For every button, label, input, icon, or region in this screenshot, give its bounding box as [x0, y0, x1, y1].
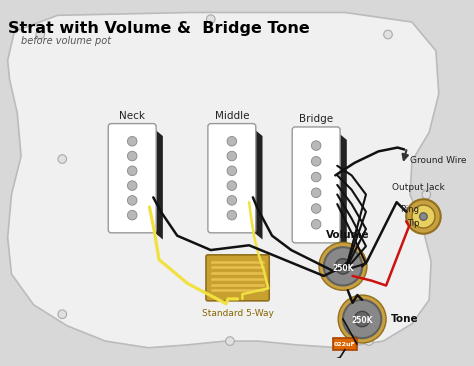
- Circle shape: [343, 300, 381, 338]
- Text: Ring: Ring: [401, 205, 419, 214]
- Circle shape: [227, 166, 237, 176]
- Circle shape: [319, 242, 367, 290]
- Circle shape: [324, 247, 362, 285]
- Polygon shape: [251, 127, 263, 239]
- Circle shape: [311, 188, 321, 198]
- Circle shape: [128, 137, 137, 146]
- Circle shape: [207, 15, 215, 23]
- Circle shape: [412, 205, 435, 228]
- Text: before volume pot: before volume pot: [21, 37, 111, 46]
- Circle shape: [335, 259, 351, 274]
- FancyBboxPatch shape: [108, 124, 156, 233]
- Text: Tip: Tip: [407, 219, 419, 228]
- Circle shape: [311, 204, 321, 213]
- Bar: [333, 338, 357, 350]
- Circle shape: [36, 30, 45, 39]
- Text: Strat with Volume &  Bridge Tone: Strat with Volume & Bridge Tone: [8, 21, 310, 36]
- Text: Standard 5-Way: Standard 5-Way: [201, 309, 273, 317]
- Text: Volume: Volume: [326, 229, 370, 239]
- Circle shape: [227, 210, 237, 220]
- FancyBboxPatch shape: [206, 255, 269, 301]
- Circle shape: [311, 220, 321, 229]
- Circle shape: [406, 199, 441, 234]
- Circle shape: [128, 210, 137, 220]
- Text: Neck: Neck: [119, 111, 145, 121]
- Circle shape: [128, 195, 137, 205]
- Circle shape: [128, 166, 137, 176]
- Text: Ground Wire: Ground Wire: [410, 157, 466, 165]
- Text: 022uF: 022uF: [334, 343, 356, 347]
- Circle shape: [227, 137, 237, 146]
- Circle shape: [227, 151, 237, 161]
- Text: 250K: 250K: [351, 317, 373, 325]
- FancyBboxPatch shape: [292, 127, 340, 243]
- Text: Middle: Middle: [215, 111, 249, 121]
- Circle shape: [227, 181, 237, 190]
- Text: 250K: 250K: [332, 264, 354, 273]
- Text: Tone: Tone: [391, 314, 419, 324]
- Circle shape: [311, 157, 321, 166]
- Circle shape: [311, 141, 321, 150]
- Text: Bridge: Bridge: [299, 114, 333, 124]
- Circle shape: [227, 195, 237, 205]
- Circle shape: [128, 181, 137, 190]
- Circle shape: [128, 151, 137, 161]
- Circle shape: [338, 295, 386, 343]
- Circle shape: [226, 337, 234, 346]
- Polygon shape: [151, 127, 163, 239]
- Circle shape: [419, 213, 427, 220]
- Circle shape: [311, 172, 321, 182]
- Circle shape: [422, 190, 431, 199]
- Circle shape: [355, 311, 370, 327]
- Circle shape: [58, 310, 66, 318]
- Circle shape: [365, 337, 373, 346]
- Circle shape: [383, 30, 392, 39]
- Text: Output Jack: Output Jack: [392, 183, 445, 192]
- Polygon shape: [335, 130, 347, 249]
- Circle shape: [58, 155, 66, 163]
- Polygon shape: [8, 12, 439, 348]
- FancyBboxPatch shape: [208, 124, 256, 233]
